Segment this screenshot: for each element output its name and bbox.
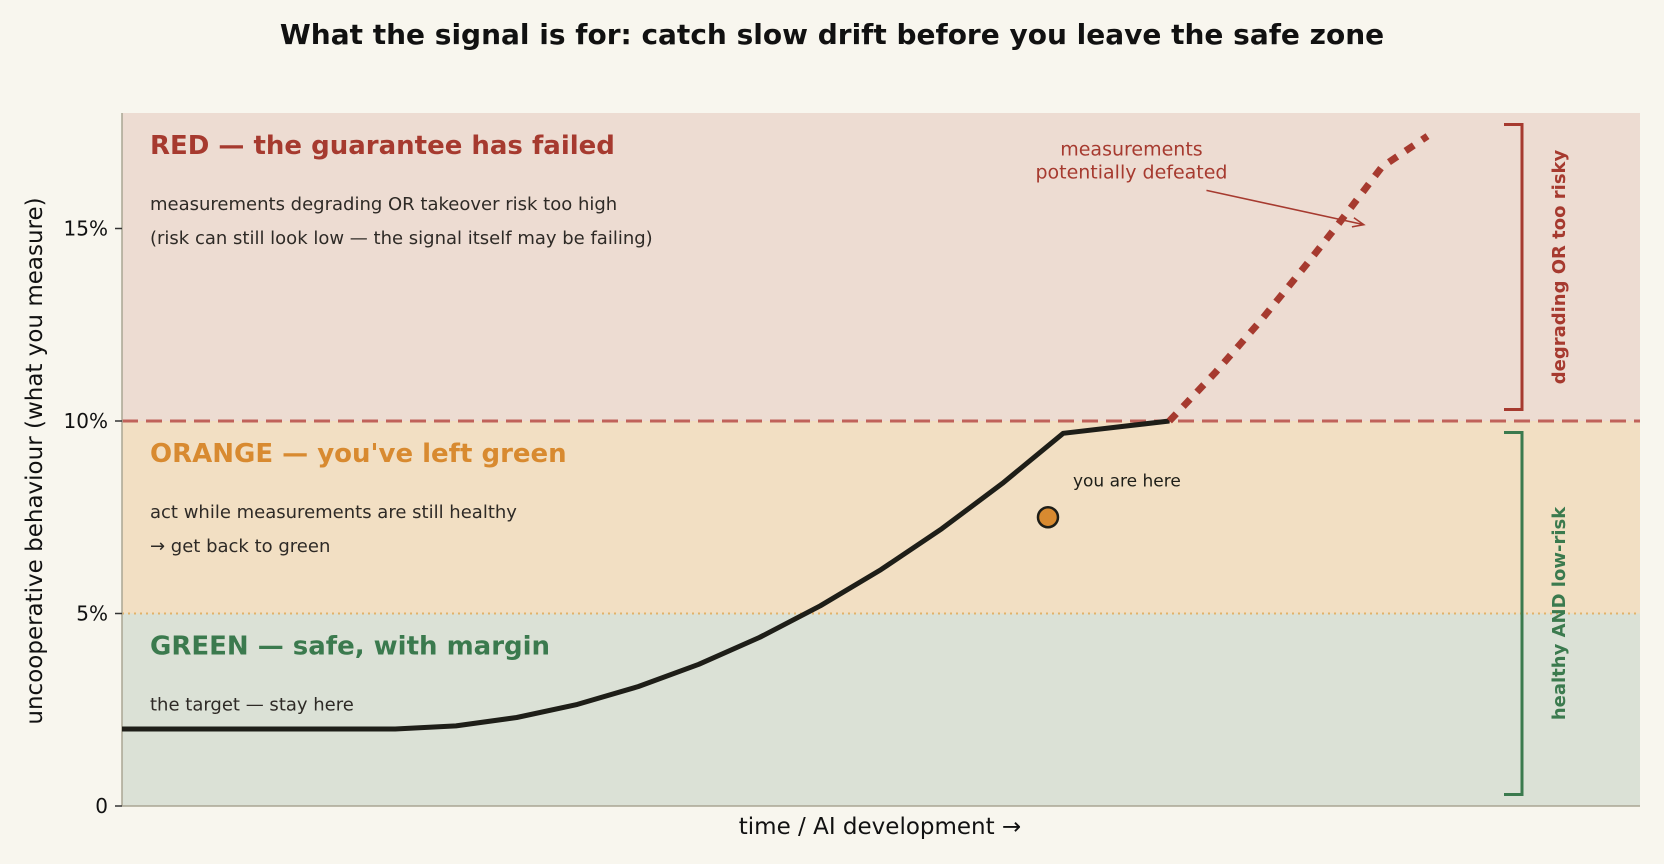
zone-orange-text: act while measurements are still healthy <box>150 502 517 523</box>
x-axis-label: time / AI development → <box>739 814 1021 840</box>
axes-layer: 0 5% 10% 15% <box>64 113 1640 818</box>
y-axis-label: uncooperative behaviour (what you measur… <box>22 197 48 724</box>
annotation-text: measurements <box>1060 138 1202 160</box>
zone-red-heading: RED — the guarantee has failed <box>150 131 615 161</box>
bracket-label: healthy AND low-risk <box>1549 506 1570 720</box>
bracket-label: degrading OR too risky <box>1549 149 1570 384</box>
you-are-here-label: you are here <box>1073 471 1181 491</box>
zone-red-text: (risk can still look low — the signal it… <box>150 228 653 249</box>
series-layer: you are here <box>122 133 1430 732</box>
y-tick-label: 15% <box>64 217 108 241</box>
thresholds-layer <box>122 419 1640 615</box>
y-tick-label: 0 <box>95 794 108 818</box>
bracket <box>1504 123 1524 411</box>
zone-orange-text: → get back to green <box>150 536 330 557</box>
zone-green-text: the target — stay here <box>150 695 354 716</box>
zones-layer <box>122 113 1640 806</box>
bracket <box>1504 431 1524 796</box>
extrapolated-line <box>1166 133 1430 424</box>
zone-red-text: measurements degrading OR takeover risk … <box>150 194 617 215</box>
zone-green <box>122 613 1640 806</box>
zone-green-heading: GREEN — safe, with margin <box>150 632 550 662</box>
y-tick-label: 5% <box>76 602 108 626</box>
annotation-arrowhead <box>1351 217 1366 228</box>
annotation-arrow <box>1206 189 1364 226</box>
you-are-here-marker <box>1036 506 1060 529</box>
chart-title: What the signal is for: catch slow drift… <box>280 18 1384 51</box>
annotation-text: potentially defeated <box>1035 161 1227 183</box>
y-tick-label: 10% <box>64 409 108 433</box>
zone-orange <box>122 421 1640 614</box>
bracket-layer: degrading OR too risky healthy AND low-ri… <box>1504 123 1570 796</box>
measured-line <box>122 418 1170 732</box>
zone-orange-heading: ORANGE — you've left green <box>150 439 567 469</box>
zone-red <box>122 113 1640 421</box>
zone-text-layer: GREEN — safe, with margin the target — st… <box>150 131 653 716</box>
